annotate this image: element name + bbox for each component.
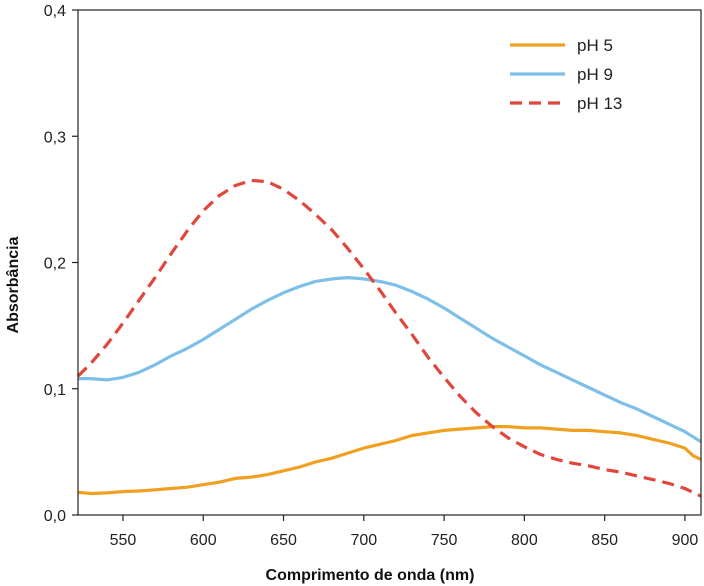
y-axis-title: Absorbância (5, 236, 22, 333)
legend-label-ph-5: pH 5 (577, 36, 613, 55)
x-axis-title: Comprimento de onda (nm) (266, 567, 475, 584)
series-line-ph-13 (76, 178, 702, 498)
y-tick-label: 0,3 (44, 129, 66, 146)
x-tick-label: 800 (511, 532, 538, 549)
x-tick-label: 600 (190, 532, 217, 549)
plot-frame (77, 9, 702, 516)
legend: pH 5 pH 9 pH 13 (510, 36, 622, 113)
y-tick-label: 0,0 (44, 508, 66, 525)
x-tick-label: 700 (350, 532, 377, 549)
legend-label-ph-13: pH 13 (577, 94, 622, 113)
legend-label-ph-9: pH 9 (577, 65, 613, 84)
y-tick-label: 0,1 (44, 382, 66, 399)
y-tick-label: 0,2 (44, 256, 66, 273)
series-layer (76, 178, 702, 498)
x-tick-label: 900 (672, 532, 699, 549)
x-tick-label: 850 (591, 532, 618, 549)
axes-layer: 550 600 650 700 750 800 850 900 0,0 0,1 0,2 0,3 0,4 (44, 3, 702, 549)
series-line-ph-9 (78, 276, 702, 444)
x-tick-label: 650 (270, 532, 297, 549)
x-tick-label: 750 (431, 532, 458, 549)
series-line-ph-5 (77, 425, 702, 496)
x-tick-label: 550 (110, 532, 137, 549)
y-tick-label: 0,4 (44, 3, 66, 20)
